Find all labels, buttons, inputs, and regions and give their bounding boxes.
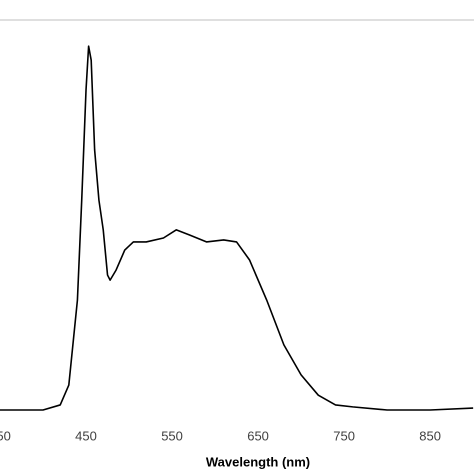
x-tick-label: 650 (247, 428, 269, 443)
x-axis-title: Wavelength (nm) (206, 454, 310, 469)
data-line (0, 45, 474, 411)
x-tick-label: 550 (161, 428, 183, 443)
x-tick-label: 450 (75, 428, 97, 443)
x-tick-label: 850 (419, 428, 441, 443)
x-tick-label: 350 (0, 428, 11, 443)
x-tick-label: 750 (333, 428, 355, 443)
